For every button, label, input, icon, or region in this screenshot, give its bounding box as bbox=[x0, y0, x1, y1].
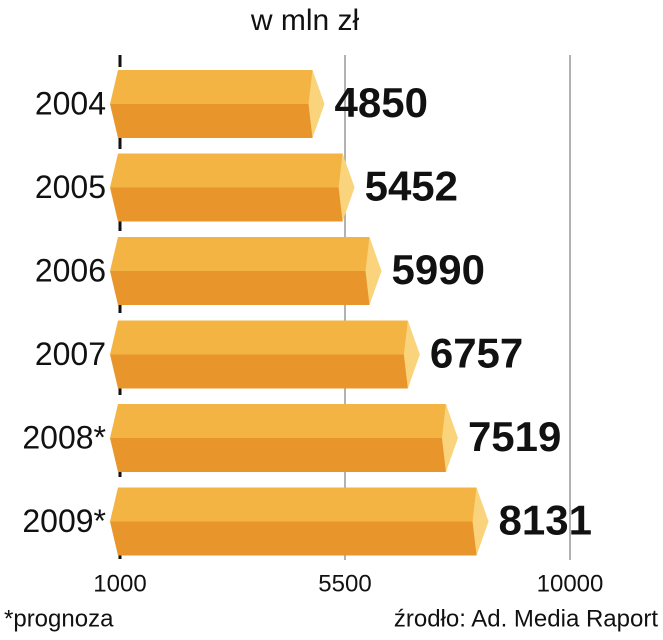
bar-cap bbox=[441, 404, 458, 472]
bar-bottom bbox=[110, 187, 343, 222]
y-tick-label: 2006 bbox=[35, 252, 106, 288]
bar-bottom bbox=[110, 104, 313, 138]
bar-cap bbox=[308, 70, 325, 138]
value-label: 5452 bbox=[365, 163, 458, 210]
bar-top bbox=[110, 487, 477, 522]
bar-top bbox=[110, 320, 408, 355]
bar-top bbox=[110, 70, 313, 104]
x-tick-label: 5500 bbox=[318, 570, 371, 597]
chart-title: w mln zł bbox=[250, 4, 360, 37]
y-tick-label: 2007 bbox=[35, 336, 106, 372]
value-label: 6757 bbox=[430, 330, 523, 377]
bar-cap bbox=[365, 237, 382, 305]
footnote: *prognoza bbox=[4, 605, 114, 632]
value-label: 8131 bbox=[499, 497, 592, 544]
bar-bottom bbox=[110, 521, 477, 556]
bar-bottom bbox=[110, 271, 370, 305]
bar-cap bbox=[403, 320, 420, 389]
bar-top bbox=[110, 237, 370, 271]
y-tick-label: 2004 bbox=[35, 85, 106, 121]
bar-top bbox=[110, 404, 446, 438]
bar-cap bbox=[472, 487, 489, 556]
bar-top bbox=[110, 153, 343, 188]
value-label: 5990 bbox=[392, 246, 485, 293]
bar-cap bbox=[338, 153, 355, 222]
bar-bottom bbox=[110, 438, 446, 472]
value-label: 7519 bbox=[468, 413, 561, 460]
y-tick-label: 2005 bbox=[35, 169, 106, 205]
y-tick-label: 2008* bbox=[22, 419, 106, 455]
y-tick-label: 2009* bbox=[22, 503, 106, 539]
value-label: 4850 bbox=[335, 79, 428, 126]
x-tick-label: 1000 bbox=[93, 570, 146, 597]
source: źrodło: Ad. Media Raport bbox=[394, 605, 658, 632]
bar-bottom bbox=[110, 354, 408, 389]
x-tick-label: 10000 bbox=[537, 570, 604, 597]
